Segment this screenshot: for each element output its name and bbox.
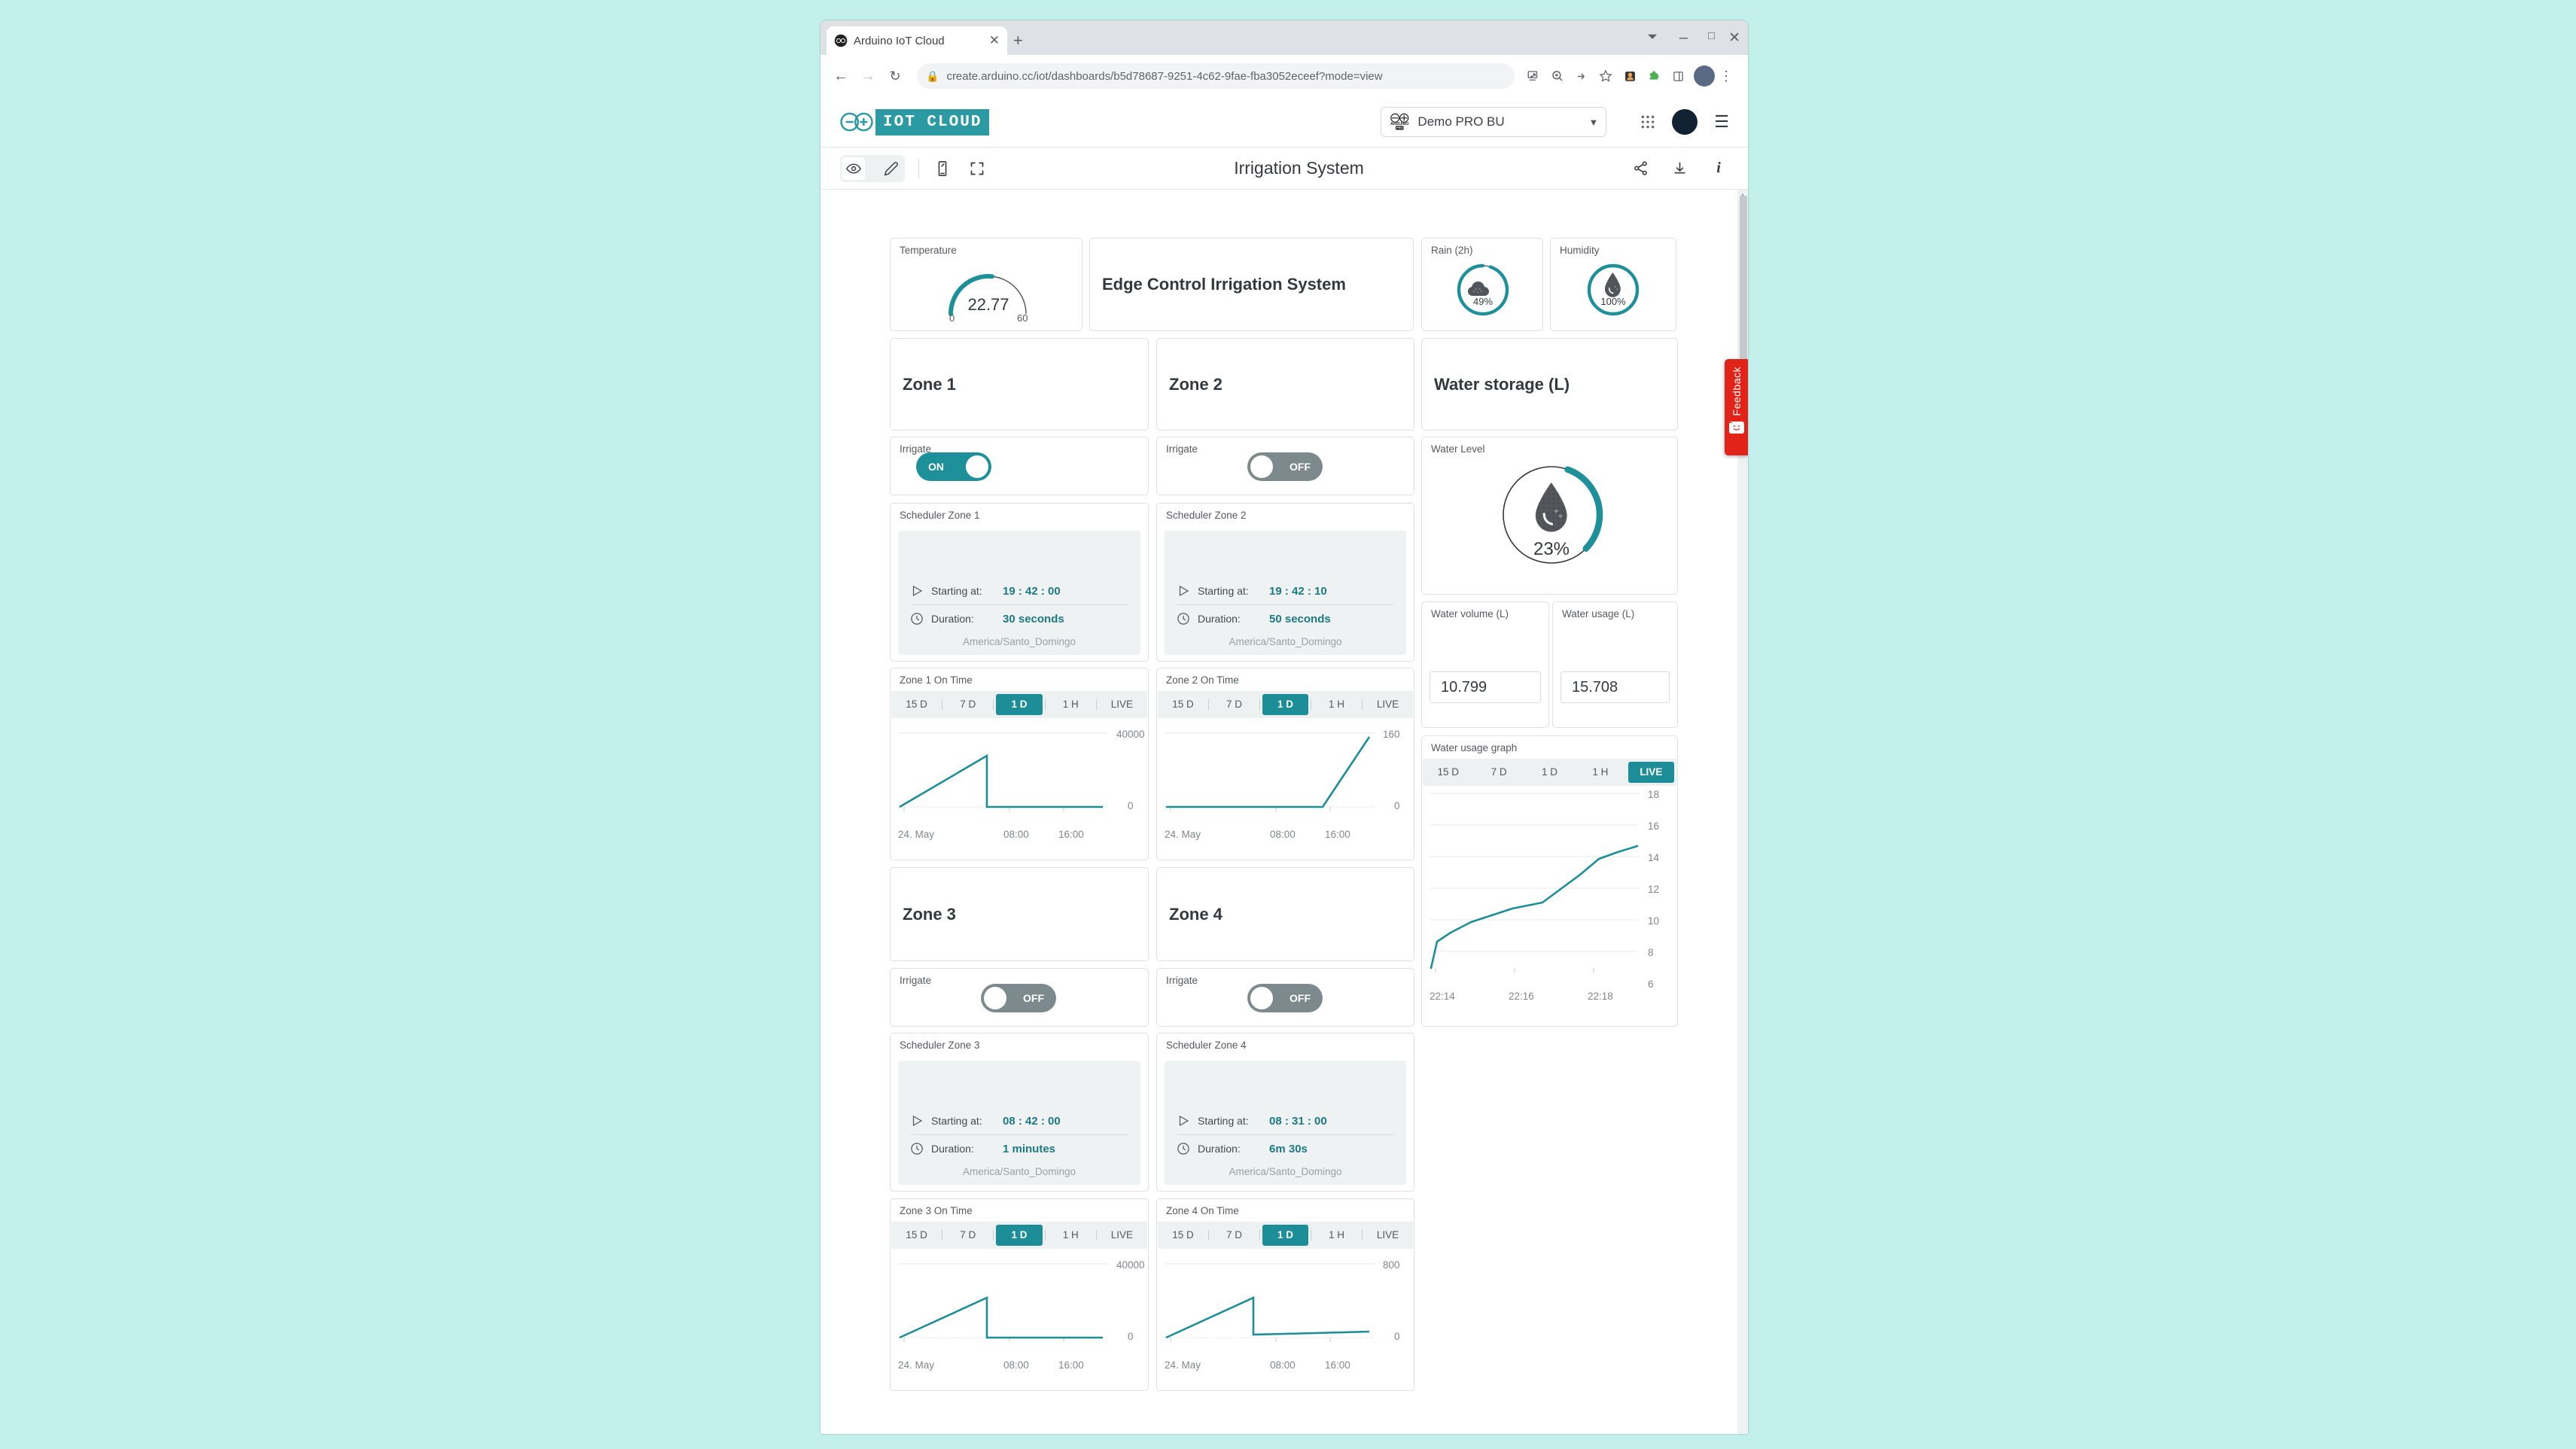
svg-text:23%: 23% — [1533, 539, 1570, 559]
svg-text:100%: 100% — [1600, 296, 1626, 307]
svg-text:60: 60 — [1017, 312, 1028, 321]
svg-text:PRO: PRO — [1396, 126, 1403, 129]
svg-text:22.77: 22.77 — [967, 295, 1009, 314]
svg-text:0: 0 — [949, 312, 955, 321]
svg-text:49%: 49% — [1473, 296, 1493, 307]
